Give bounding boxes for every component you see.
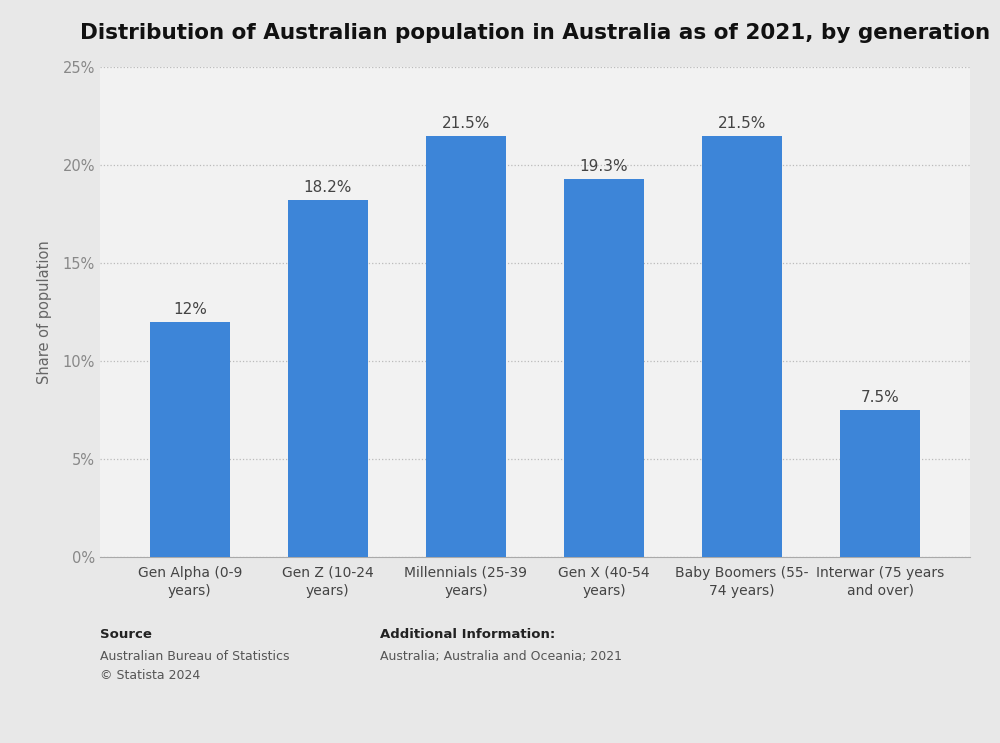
Text: Source: Source [100,628,152,640]
Text: Additional Information:: Additional Information: [380,628,555,640]
Text: 21.5%: 21.5% [718,116,766,131]
Bar [702,135,782,557]
Text: Australia; Australia and Oceania; 2021: Australia; Australia and Oceania; 2021 [380,650,622,663]
Title: Distribution of Australian population in Australia as of 2021, by generation: Distribution of Australian population in… [80,23,990,43]
Bar [288,201,368,557]
Text: 19.3%: 19.3% [580,159,628,174]
Bar [564,178,644,557]
Bar [840,410,920,557]
Text: 12%: 12% [173,302,207,317]
Text: Australian Bureau of Statistics
© Statista 2024: Australian Bureau of Statistics © Statis… [100,650,290,682]
Text: 21.5%: 21.5% [442,116,490,131]
Bar [426,135,506,557]
Bar [150,322,230,557]
Text: 18.2%: 18.2% [304,181,352,195]
Text: 7.5%: 7.5% [861,390,900,405]
Y-axis label: Share of population: Share of population [37,240,52,384]
